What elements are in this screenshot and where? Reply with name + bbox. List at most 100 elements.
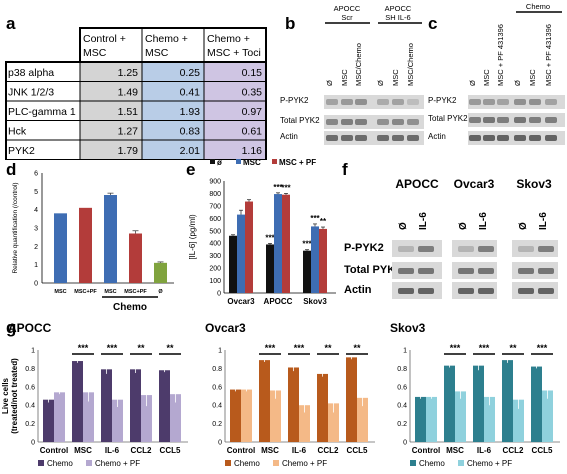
table-header-text: Control + [83,33,126,45]
blot-band [514,135,526,141]
blot-band [538,288,554,294]
group-label: Chemo [113,302,147,313]
band-label: Actin [280,132,298,141]
bar [159,370,170,442]
band-label: P-PYK2 [428,96,457,105]
significance-stars: *** [265,233,275,242]
table-row-label: PYK2 [8,145,35,157]
legend-swatch [86,460,92,466]
bar [319,228,327,293]
legend-label: MSC + PF [279,158,316,167]
table-header-cell [203,27,267,63]
bar [170,394,181,442]
y-tick-label: 0.6 [397,384,407,391]
table-cell-value: 0.97 [242,106,263,118]
blot-band [518,268,534,274]
y-tick-label: 1 [403,348,407,355]
bar [241,389,252,442]
table-cell-value: 1.16 [242,145,263,157]
y-tick-label: 0.8 [212,366,222,373]
table-cell-value: 0.83 [180,126,201,138]
y-tick-label: 0.2 [397,421,407,428]
x-tick-label: CCL2 [318,446,339,455]
table-cell-value: 1.79 [118,145,139,157]
lane-label: Ø [376,80,385,86]
band-label: P-PYK2 [280,96,309,105]
bar [455,391,466,442]
x-tick-label: CCL5 [532,446,553,455]
y-tick-label: 0 [403,440,407,447]
legend-label: Chemo [234,459,260,468]
x-tick-label: MSC+PF [124,289,147,295]
blot-band [545,99,557,105]
group-label: Scr [341,13,353,22]
blot-band [377,135,389,141]
x-tick-label: IL-6 [477,446,492,455]
blot-band [545,117,557,123]
cell-line-label: Ovcar3 [454,177,495,191]
significance-stars: *** [537,343,548,353]
blot-band [514,117,526,123]
lane-label: MSC [482,69,491,86]
chart-title: Skov3 [390,321,426,335]
bar [54,213,67,283]
bar [274,194,282,293]
blot-band [392,135,404,141]
bar [83,392,94,442]
significance-stars: *** [265,343,276,353]
bar [154,262,167,283]
blot-band [398,268,414,274]
group-label: APOCC [385,4,412,13]
blot-band [545,135,557,141]
x-tick-label: MSC [74,446,92,455]
blot-band [497,135,509,141]
lane-label: Ø [518,222,529,230]
significance-stars: *** [281,183,291,192]
blot-band [529,135,541,141]
blot-strip [452,240,497,257]
significance-stars: *** [479,343,490,353]
y-tick-label: 0 [34,281,38,288]
y-tick-label: 400 [209,241,221,248]
blot-band [458,268,474,274]
blot-band [326,135,338,141]
panel-g-charts: APOCC 0 0.2 0.4 0.6 0.8 1 Live cells (treated/no… [1,321,560,468]
lane-label: Ø [398,222,409,230]
chart-title: APOCC [8,321,52,335]
significance-stars: ** [320,217,327,226]
x-tick-label: CCL5 [347,446,368,455]
table-cell [203,159,267,160]
x-tick-label: Control [40,446,68,455]
y-tick-label: 700 [209,203,221,210]
y-tick-label: 5 [34,189,38,196]
bar [266,244,274,293]
table-row-label: Hck [8,126,27,138]
x-tick-label: Ovcar3 [227,297,255,306]
bar [328,403,339,442]
table-cell [141,159,205,160]
y-axis-label: [IL-6] (pg/ml) [188,214,197,260]
blot-strip [512,262,558,279]
panel-b-letter: b [285,14,296,33]
bar [415,396,426,442]
bar [346,357,357,442]
table-cell-value: 0.41 [180,87,201,99]
y-tick-label: 0.2 [25,421,35,428]
blot-band [458,288,474,294]
x-tick-label: IL-6 [292,446,307,455]
lane-label: Ø [325,80,334,86]
blot-band [341,119,353,125]
panel-f-blot: APOCC Ovcar3 Skov3 Ø IL-6 Ø IL-6 Ø IL-6 P-PYK2 Tot… [344,177,558,299]
bar [101,369,112,442]
blot-strip [452,282,497,299]
x-tick-label: IL-6 [105,446,120,455]
bar [531,366,542,442]
lane-label: Ø [458,222,469,230]
blot-band [407,135,419,141]
lane-label: IL-6 [538,212,549,230]
bar [54,392,65,442]
legend-label: Chemo [419,459,445,468]
y-tick-label: 0.4 [397,403,407,410]
bar [473,365,484,442]
